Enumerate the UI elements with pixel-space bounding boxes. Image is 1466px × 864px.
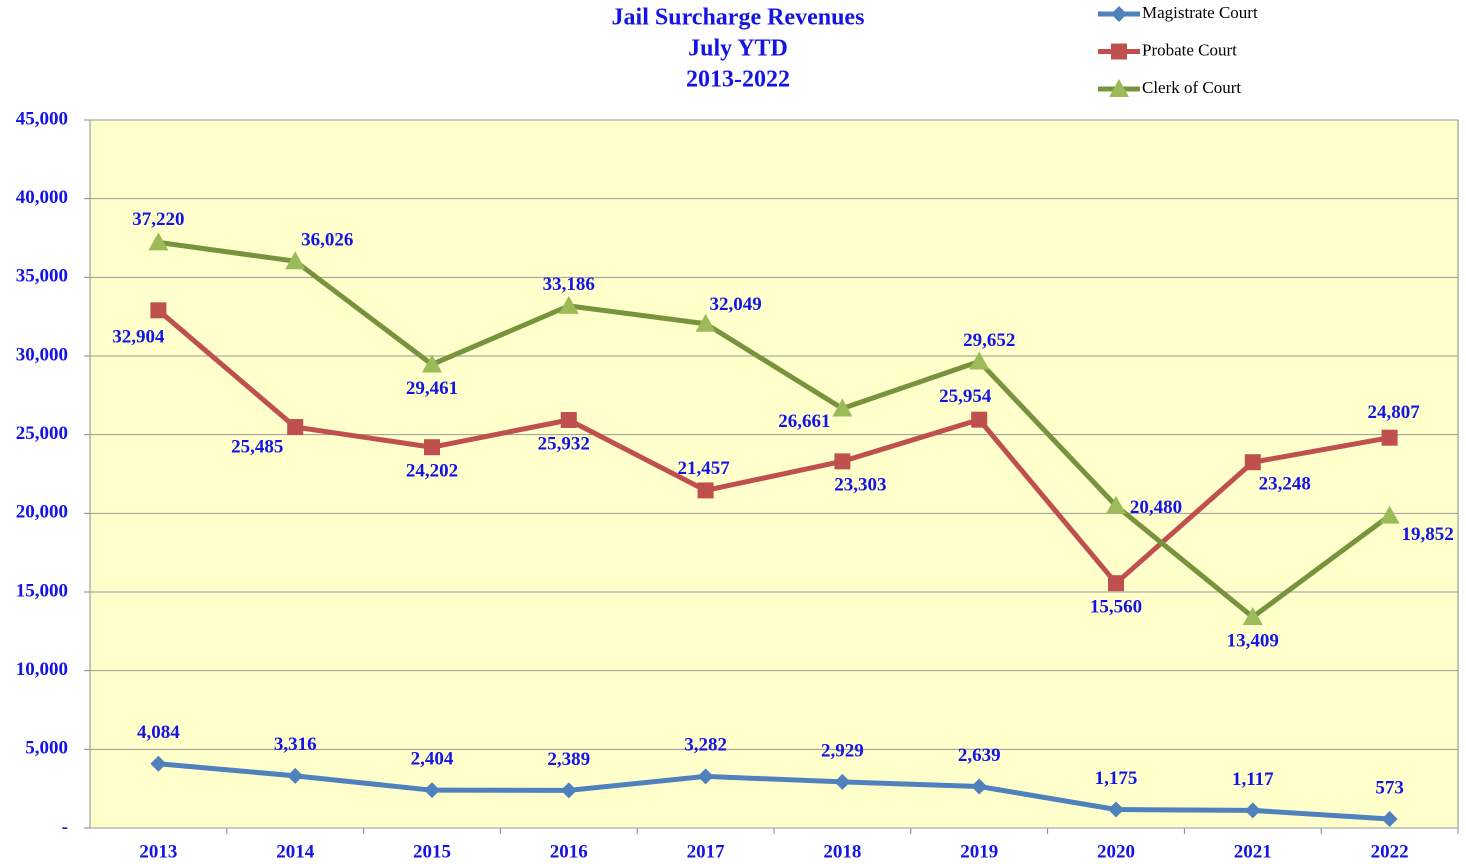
marker bbox=[422, 354, 442, 373]
legend-marker bbox=[1109, 79, 1129, 97]
data-label: 2,389 bbox=[547, 749, 590, 770]
data-label: 573 bbox=[1375, 777, 1404, 798]
data-label: 25,485 bbox=[231, 436, 283, 457]
series-line bbox=[158, 761, 1390, 822]
marker bbox=[558, 295, 579, 314]
x-tick-label: 2021 bbox=[1234, 841, 1272, 862]
data-label: 13,409 bbox=[1227, 630, 1279, 651]
y-tick-label: 45,000 bbox=[16, 108, 68, 129]
x-tick-label: 2013 bbox=[139, 841, 177, 862]
y-tick-label: 10,000 bbox=[16, 659, 68, 680]
data-label: 19,852 bbox=[1401, 524, 1453, 545]
marker bbox=[560, 782, 577, 799]
data-label: 24,807 bbox=[1367, 402, 1420, 423]
marker bbox=[971, 778, 988, 795]
marker bbox=[148, 232, 169, 251]
marker bbox=[1244, 802, 1261, 819]
data-label: 36,026 bbox=[301, 230, 353, 251]
series-line bbox=[158, 239, 1392, 620]
data-label: 3,282 bbox=[684, 735, 727, 756]
x-tick-label: 2018 bbox=[823, 841, 861, 862]
marker bbox=[150, 755, 167, 772]
data-label: 23,303 bbox=[834, 475, 886, 496]
y-tick-label: 25,000 bbox=[16, 423, 68, 444]
marker bbox=[424, 439, 440, 456]
data-label: 1,117 bbox=[1232, 769, 1274, 790]
data-label: 25,932 bbox=[538, 433, 590, 454]
y-tick-label: 30,000 bbox=[16, 344, 68, 365]
data-label: 3,316 bbox=[274, 734, 317, 755]
x-tick-label: 2020 bbox=[1097, 841, 1135, 862]
marker bbox=[1244, 454, 1261, 471]
x-tick-label: 2015 bbox=[413, 841, 451, 862]
data-label: 2,404 bbox=[411, 749, 454, 770]
data-label: 37,220 bbox=[132, 209, 184, 230]
data-label: 24,202 bbox=[406, 461, 458, 482]
data-label: 29,652 bbox=[963, 330, 1015, 351]
data-label: 20,480 bbox=[1130, 497, 1182, 518]
marker bbox=[560, 412, 577, 429]
data-label: 29,461 bbox=[406, 378, 458, 399]
marker bbox=[1242, 607, 1263, 626]
data-label: 26,661 bbox=[778, 411, 830, 432]
marker bbox=[971, 411, 988, 428]
data-label: 33,186 bbox=[543, 274, 595, 295]
marker bbox=[697, 482, 714, 499]
marker bbox=[832, 398, 853, 417]
data-label: 2,929 bbox=[821, 740, 864, 761]
data-label: 32,049 bbox=[709, 294, 761, 315]
data-label: 32,904 bbox=[112, 327, 165, 348]
chart-title: July YTD bbox=[688, 36, 788, 62]
marker bbox=[697, 768, 714, 785]
legend-label: Probate Court bbox=[1142, 40, 1237, 59]
legend-label: Magistrate Court bbox=[1142, 3, 1258, 22]
data-label: 15,560 bbox=[1090, 597, 1142, 618]
x-tick-label: 2017 bbox=[687, 841, 726, 862]
chart-title: Jail Surcharge Revenues bbox=[612, 5, 865, 31]
marker bbox=[1108, 801, 1124, 818]
data-label: 21,457 bbox=[677, 458, 730, 479]
y-tick-label: 40,000 bbox=[16, 187, 68, 208]
marker bbox=[1379, 505, 1400, 524]
marker bbox=[834, 773, 851, 790]
marker bbox=[1381, 810, 1398, 827]
legend-marker bbox=[1111, 6, 1127, 22]
data-label: 4,084 bbox=[137, 722, 180, 743]
x-tick-label: 2016 bbox=[550, 841, 588, 862]
y-tick-label: 5,000 bbox=[25, 738, 68, 759]
marker bbox=[285, 251, 306, 270]
series-line bbox=[156, 308, 1391, 586]
y-tick-label: 35,000 bbox=[16, 266, 68, 287]
data-label: 1,175 bbox=[1095, 768, 1138, 789]
data-label: 23,248 bbox=[1259, 474, 1311, 495]
marker bbox=[424, 782, 440, 799]
x-tick-label: 2019 bbox=[960, 841, 998, 862]
y-tick-label: 20,000 bbox=[16, 502, 68, 523]
x-tick-label: 2014 bbox=[276, 841, 315, 862]
marker bbox=[969, 351, 990, 370]
y-tick-label: - bbox=[62, 816, 68, 837]
data-label: 25,954 bbox=[939, 386, 992, 407]
y-tick-label: 15,000 bbox=[16, 580, 68, 601]
marker bbox=[287, 767, 304, 784]
chart-title: 2013-2022 bbox=[686, 67, 790, 93]
data-label: 2,639 bbox=[958, 745, 1001, 766]
marker bbox=[1381, 429, 1398, 446]
marker bbox=[1108, 575, 1124, 592]
marker bbox=[150, 302, 167, 319]
marker bbox=[287, 419, 304, 436]
marker bbox=[834, 453, 851, 470]
legend-label: Clerk of Court bbox=[1142, 78, 1241, 97]
x-tick-label: 2022 bbox=[1371, 841, 1409, 862]
marker bbox=[1106, 495, 1126, 514]
legend-marker bbox=[1111, 43, 1127, 60]
marker bbox=[695, 313, 716, 332]
